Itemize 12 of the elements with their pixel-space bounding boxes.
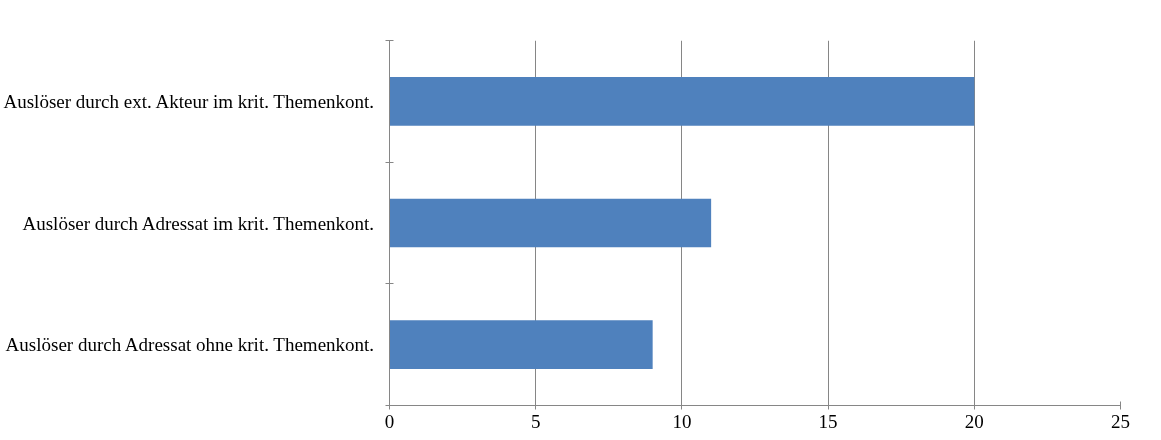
bar xyxy=(389,198,712,248)
y-tick-label: Auslöser durch Adressat ohne krit. Themenkont. xyxy=(5,334,375,356)
bar xyxy=(389,77,975,126)
x-tick-label: 5 xyxy=(530,410,541,432)
x-tick-label: 0 xyxy=(384,410,395,432)
bar xyxy=(389,320,653,369)
y-tick-label: Auslöser durch ext. Akteur im krit. Themenkont. xyxy=(3,90,375,112)
y-tick-label: Auslöser durch Adressat im krit. Themenkont. xyxy=(22,212,375,234)
x-tick-label: 10 xyxy=(672,410,692,432)
x-tick-label: 15 xyxy=(818,410,838,432)
x-tick-label: 20 xyxy=(964,410,984,432)
x-tick-label: 25 xyxy=(1111,410,1130,432)
